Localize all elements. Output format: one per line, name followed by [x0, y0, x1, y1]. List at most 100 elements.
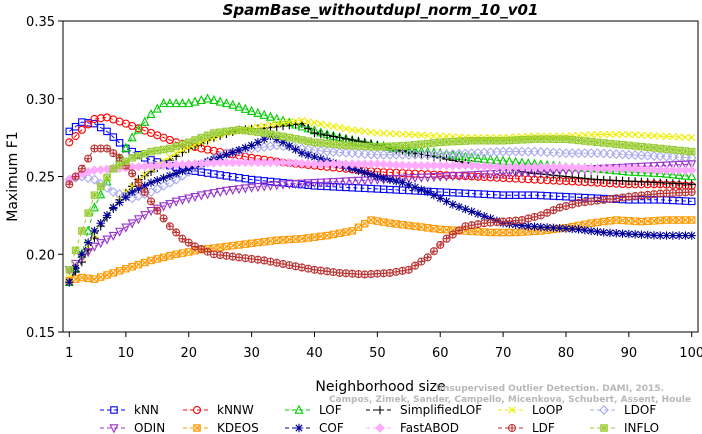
x-tick-label: 90: [621, 346, 638, 361]
data-point: [644, 131, 652, 140]
data-point: [291, 179, 301, 190]
data-point: [347, 148, 358, 159]
legend-label: INFLO: [624, 421, 659, 434]
x-tick-label: 30: [243, 346, 260, 361]
data-point: [618, 141, 627, 149]
data-point: [392, 176, 401, 186]
data-point: [359, 148, 370, 159]
data-point: [247, 254, 256, 263]
data-point: [209, 250, 218, 259]
data-point: [612, 130, 620, 139]
data-point: [152, 204, 162, 214]
data-point: [580, 163, 590, 173]
data-point: [71, 172, 80, 181]
legend-label: ODIN: [134, 421, 165, 434]
data-point: [102, 235, 112, 245]
data-point: [511, 220, 520, 229]
data-point: [631, 142, 639, 150]
data-point: [397, 160, 408, 171]
data-point: [322, 178, 332, 188]
data-point: [636, 164, 647, 175]
data-point: [259, 157, 269, 168]
data-point: [625, 130, 633, 139]
data-point: [404, 180, 413, 190]
data-point: [323, 121, 331, 129]
data-point: [108, 231, 118, 242]
data-point: [329, 268, 338, 277]
data-point: [89, 242, 100, 252]
data-point: [366, 159, 376, 169]
data-point: [297, 158, 307, 169]
data-point: [254, 128, 262, 136]
data-point: [448, 160, 458, 171]
data-point: [636, 150, 647, 161]
data-point: [278, 180, 288, 190]
data-point: [417, 140, 426, 148]
data-point: [535, 146, 546, 157]
data-point: [687, 160, 697, 170]
data-point: [146, 108, 156, 119]
data-point: [329, 140, 338, 148]
data-point: [90, 191, 99, 199]
data-point: [424, 131, 432, 140]
data-point: [442, 138, 451, 146]
data-point: [316, 129, 325, 139]
legend-marker: [192, 405, 202, 415]
data-point: [411, 131, 419, 139]
data-point: [436, 225, 444, 234]
data-point: [423, 253, 432, 262]
y-axis-label: Maximum F1: [5, 131, 21, 221]
data-point: [71, 122, 80, 131]
data-point: [392, 130, 400, 138]
data-point: [209, 94, 219, 105]
data-point: [70, 259, 81, 270]
data-point: [221, 186, 232, 196]
data-point: [367, 216, 375, 224]
data-point: [166, 144, 174, 153]
data-point: [599, 139, 608, 147]
data-point: [328, 178, 338, 188]
data-point: [335, 177, 345, 187]
data-point: [593, 196, 602, 205]
data-point: [184, 97, 194, 108]
data-point: [228, 185, 238, 196]
data-point: [253, 255, 262, 264]
data-point: [96, 123, 105, 132]
data-point: [568, 136, 577, 144]
data-point: [152, 103, 162, 113]
data-point: [234, 185, 244, 195]
legend-marker: [507, 423, 517, 433]
data-point: [510, 162, 521, 172]
legend-marker: [110, 406, 118, 414]
data-point: [611, 163, 622, 174]
data-point: [128, 169, 137, 178]
data-point: [177, 196, 188, 206]
data-point: [322, 159, 332, 169]
data-point: [229, 126, 237, 135]
data-point: [234, 253, 244, 262]
data-point: [178, 146, 187, 155]
data-point: [681, 147, 690, 155]
data-point: [147, 147, 155, 156]
data-point: [335, 133, 344, 142]
legend-marker: [375, 423, 385, 433]
data-point: [177, 97, 188, 108]
data-point: [134, 178, 143, 187]
data-point: [361, 142, 369, 151]
data-point: [404, 174, 414, 184]
data-point: [480, 211, 489, 221]
data-point: [103, 173, 111, 182]
data-point: [215, 96, 225, 106]
data-point: [297, 263, 306, 272]
data-point: [649, 150, 659, 161]
data-point: [667, 151, 678, 162]
data-point: [612, 229, 621, 238]
data-point: [83, 173, 94, 184]
data-point: [549, 135, 558, 143]
data-point: [479, 161, 490, 172]
data-point: [278, 157, 288, 168]
data-point: [548, 147, 559, 158]
data-point: [592, 163, 603, 174]
data-point: [598, 148, 609, 159]
